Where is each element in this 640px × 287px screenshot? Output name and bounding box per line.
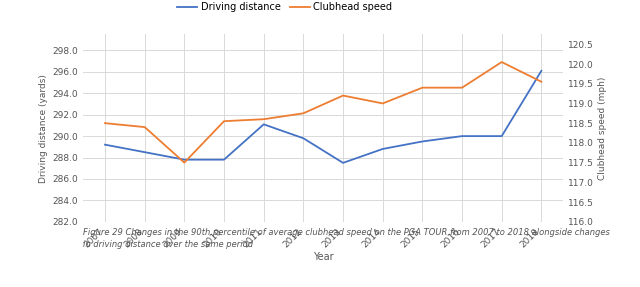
Driving distance <box>141 150 148 154</box>
Driving distance <box>300 137 307 140</box>
Driving distance <box>220 158 228 161</box>
Driving distance <box>101 143 109 146</box>
Line: Clubhead speed: Clubhead speed <box>105 62 541 162</box>
Clubhead speed <box>101 121 109 125</box>
Driving distance <box>458 134 466 138</box>
Driving distance <box>260 123 268 126</box>
Driving distance <box>419 140 426 143</box>
X-axis label: Year: Year <box>313 252 333 262</box>
Text: Figure 29 Changes in the 90th percentile of average clubhead speed on the PGA TO: Figure 29 Changes in the 90th percentile… <box>83 228 610 249</box>
Clubhead speed <box>180 161 188 164</box>
Driving distance <box>339 161 347 164</box>
Clubhead speed <box>339 94 347 97</box>
Clubhead speed <box>458 86 466 89</box>
Y-axis label: Driving distance (yards): Driving distance (yards) <box>40 74 49 183</box>
Clubhead speed <box>498 60 506 64</box>
Driving distance <box>180 158 188 161</box>
Legend: Driving distance, Clubhead speed: Driving distance, Clubhead speed <box>173 0 396 16</box>
Driving distance <box>498 134 506 138</box>
Driving distance <box>538 69 545 73</box>
Line: Driving distance: Driving distance <box>105 71 541 163</box>
Clubhead speed <box>419 86 426 89</box>
Driving distance <box>379 147 387 151</box>
Clubhead speed <box>220 119 228 123</box>
Clubhead speed <box>300 112 307 115</box>
Clubhead speed <box>379 102 387 105</box>
Clubhead speed <box>538 80 545 84</box>
Clubhead speed <box>260 117 268 121</box>
Y-axis label: Clubhead speed (mph): Clubhead speed (mph) <box>598 76 607 180</box>
Clubhead speed <box>141 125 148 129</box>
